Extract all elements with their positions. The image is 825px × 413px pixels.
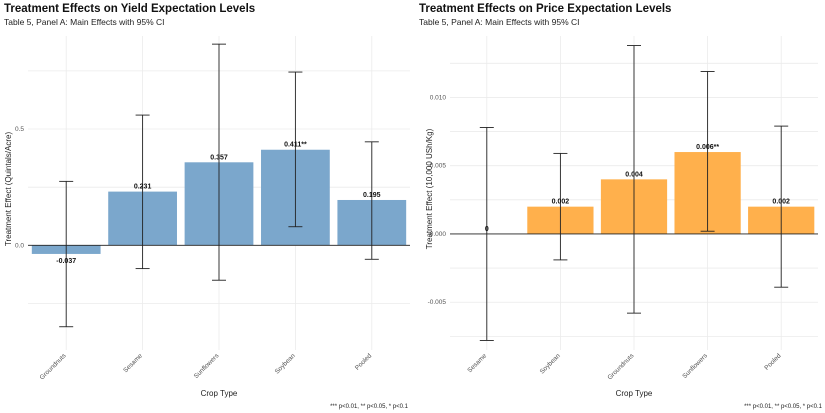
price-significance-note: *** p<0.01, ** p<0.05, * p<0.1 xyxy=(744,404,823,410)
price-y-tick-label: 0.005 xyxy=(430,163,447,170)
yield-y-tick-label: 0.0 xyxy=(15,242,24,249)
yield-x-axis-label: Crop Type xyxy=(201,389,238,398)
price-x-tick-label: Sesame xyxy=(466,352,488,374)
yield-chart-subtitle: Table 5, Panel A: Main Effects with 95% … xyxy=(4,17,164,27)
price-x-tick-label: Sunflowers xyxy=(681,352,709,380)
price-data-label: 0 xyxy=(485,226,489,233)
yield-data-label: 0.195 xyxy=(363,192,381,199)
yield-x-tick-label: Pooled xyxy=(354,352,374,372)
yield-plot-area: 0.0 0.5 -0.037 0.231 0.357 0.411** 0.195 Ground… xyxy=(15,36,410,381)
yield-data-label: 0.357 xyxy=(210,154,228,161)
price-y-axis-label: Treatment Effect (10,000 USh/Kg) xyxy=(425,128,434,249)
price-data-label: 0.002 xyxy=(772,199,790,206)
price-data-label: 0.006** xyxy=(696,144,719,151)
yield-chart-title: Treatment Effects on Yield Expectation L… xyxy=(4,3,255,15)
yield-y-tick-label: 0.5 xyxy=(15,126,24,133)
price-data-label: 0.004 xyxy=(625,171,643,178)
price-chart-subtitle: Table 5, Panel A: Main Effects with 95% … xyxy=(419,17,579,27)
price-x-axis-label: Crop Type xyxy=(616,389,653,398)
price-y-tick-label: 0.010 xyxy=(430,94,447,101)
price-y-tick-label: -0.005 xyxy=(428,299,447,306)
yield-x-tick-label: Sunflowers xyxy=(193,352,221,380)
yield-x-tick-label: Groundnuts xyxy=(39,352,68,381)
yield-x-tick-label: Soybean xyxy=(274,352,297,375)
yield-data-label: 0.231 xyxy=(134,184,152,191)
yield-x-tick-label: Sesame xyxy=(122,352,144,374)
yield-significance-note: *** p<0.01, ** p<0.05, * p<0.1 xyxy=(330,404,409,410)
price-plot-area: -0.005 0.000 0.005 0.010 0 0.002 0.004 0.006** 0… xyxy=(428,36,818,381)
price-chart-title: Treatment Effects on Price Expectation L… xyxy=(419,3,671,15)
price-x-tick-label: Soybean xyxy=(539,352,562,375)
yield-chart-panel: Treatment Effects on Yield Expectation L… xyxy=(4,3,410,410)
yield-y-axis-label: Treatment Effect (Quintals/Acre) xyxy=(4,132,13,247)
price-x-tick-label: Groundnuts xyxy=(606,352,635,381)
yield-data-label: 0.411** xyxy=(284,142,307,149)
yield-data-label: -0.037 xyxy=(56,258,76,265)
price-data-label: 0.002 xyxy=(552,199,570,206)
price-x-tick-label: Pooled xyxy=(763,352,783,372)
price-chart-panel: Treatment Effects on Price Expectation L… xyxy=(419,3,823,410)
price-y-tick-label: 0.000 xyxy=(430,231,447,238)
